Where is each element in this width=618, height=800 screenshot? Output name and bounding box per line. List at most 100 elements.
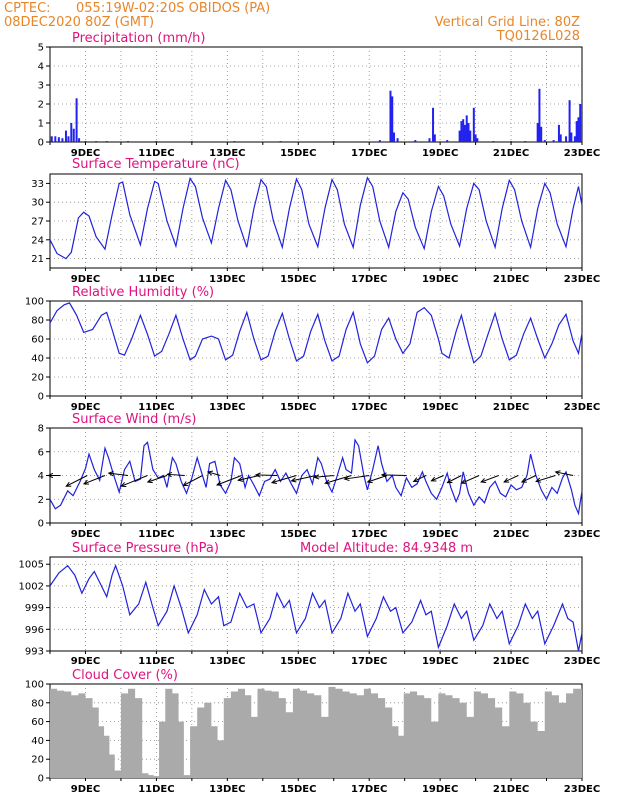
x-tick-label: 15DEC [280,529,316,540]
wind-arrow [66,475,88,487]
y-tick-label: 2 [38,495,44,506]
x-tick-label: 9DEC [71,148,100,159]
precip-bar [577,117,580,142]
precip-bar [538,88,541,142]
wind-arrow-head [503,477,510,483]
y-tick-label: 0 [38,774,44,785]
wind-arrow [207,471,221,476]
y-tick-label: 21 [31,254,44,265]
wind-arrow-head [146,478,153,484]
precip-bar [446,140,449,142]
precip-bar [465,115,468,142]
precip-bar [568,100,571,142]
x-tick-label: 17DEC [351,529,387,540]
panel-title-precipitation: Precipitation (mm/h) [72,31,205,46]
x-tick-label: 17DEC [351,274,387,285]
panel-title-cloud: Cloud Cover (%) [72,668,178,683]
y-tick-label: 999 [25,603,44,614]
wind-arrow [521,475,537,483]
wind-arrow-head [270,478,278,484]
y-tick-label: 0 [38,392,44,403]
y-tick-label: 0 [38,519,44,530]
series-line-temperature [49,176,583,260]
panel-frame-pressure [49,556,583,652]
cloud-cover-area [50,686,582,778]
x-tick-label: 19DEC [422,529,458,540]
wind-arrow [536,475,556,482]
precip-bar [61,138,64,142]
precip-bar [78,138,81,142]
wind-arrow-head [215,481,223,486]
x-tick-label: 11DEC [138,402,174,413]
wind-arrow [238,475,260,481]
x-tick-label: 19DEC [422,402,458,413]
precip-bar [332,141,335,142]
wind-arrow-head [480,478,487,483]
y-tick-label: 100 [25,297,44,308]
precip-bar [95,141,98,142]
y-tick-label: 40 [31,354,44,365]
wind-arrow [447,475,462,484]
wind-arrow [367,475,388,483]
y-tick-label: 40 [31,736,44,747]
wind-arrow-head [206,470,214,476]
x-tick-label: 13DEC [209,529,245,540]
y-tick-label: 4 [38,62,44,73]
wind-arrow [314,475,334,478]
precip-bar [391,96,394,142]
x-tick-label: 21DEC [493,148,529,159]
wind-arrow-head [446,478,453,484]
precip-bar [557,124,560,142]
precip-bar [67,136,70,142]
precip-bar [155,141,158,142]
wind-arrow [216,475,242,486]
wind-arrow-head [313,474,320,480]
y-tick-label: 996 [25,625,44,636]
precip-bar [54,136,57,142]
panel-frame-precipitation [49,46,583,143]
precip-bar [279,141,282,142]
wind-arrow [480,475,499,483]
wind-arrow-head [520,477,527,483]
precip-bar [50,136,53,142]
x-tick-label: 23DEC [564,784,600,795]
precip-bar [433,134,436,142]
x-tick-label: 15DEC [280,148,316,159]
wind-arrow [344,475,370,480]
precip-bar [84,141,87,142]
wind-arrow-head [82,479,89,485]
x-tick-label: 17DEC [351,656,387,667]
wind-arrow-head [237,476,244,482]
y-tick-label: 20 [31,373,44,384]
x-tick-label: 9DEC [71,656,100,667]
y-tick-label: 20 [31,755,44,766]
wind-arrow-head [47,472,54,479]
precip-bar [552,140,555,142]
precip-bar [570,132,573,142]
wind-arrow [503,475,519,483]
precip-bar [57,137,60,142]
wind-arrow [83,475,106,485]
y-tick-label: 2 [38,100,44,111]
header-code: TQ0126L028 [496,29,580,44]
header-grid-note: Vertical Grid Line: 80Z [435,15,580,30]
precip-bar [540,126,543,142]
series-line-pressure [49,563,583,652]
precip-bar [64,130,67,142]
precip-bar [389,90,392,142]
wind-arrow [555,471,574,476]
precip-bar [414,140,417,142]
x-tick-label: 23DEC [564,402,600,413]
x-tick-label: 9DEC [71,274,100,285]
precip-bar [460,121,463,142]
panel-title-wind: Surface Wind (m/s) [72,412,196,427]
panel-title-humidity: Relative Humidity (%) [72,285,214,300]
header-source: CPTEC: [4,1,51,16]
wind-arrow [431,475,444,482]
wind-arrow-head [380,472,387,478]
y-tick-label: 60 [31,335,44,346]
precip-bar [428,138,431,142]
wind-arrow-head [535,477,542,483]
y-tick-label: 1005 [19,560,44,571]
wind-arrow [167,473,185,476]
